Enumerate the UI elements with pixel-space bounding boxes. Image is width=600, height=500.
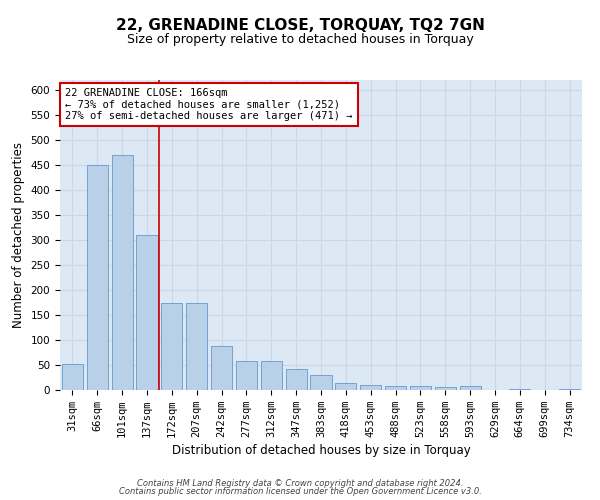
Bar	[559, 388, 580, 390]
Bar	[335, 382, 356, 390]
Text: Size of property relative to detached houses in Torquay: Size of property relative to detached ho…	[127, 32, 473, 46]
Bar	[136, 235, 158, 390]
Bar	[410, 386, 431, 390]
Bar	[310, 375, 332, 390]
Bar	[261, 361, 282, 390]
Text: 22, GRENADINE CLOSE, TORQUAY, TQ2 7GN: 22, GRENADINE CLOSE, TORQUAY, TQ2 7GN	[116, 18, 484, 32]
Bar	[186, 302, 207, 390]
Bar	[286, 369, 307, 390]
Bar	[87, 165, 108, 390]
Bar	[385, 386, 406, 390]
Bar	[161, 302, 182, 390]
Y-axis label: Number of detached properties: Number of detached properties	[12, 142, 25, 328]
Bar	[112, 155, 133, 390]
Bar	[360, 385, 381, 390]
Bar	[211, 346, 232, 390]
X-axis label: Distribution of detached houses by size in Torquay: Distribution of detached houses by size …	[172, 444, 470, 457]
Bar	[236, 361, 257, 390]
Bar	[62, 364, 83, 390]
Text: 22 GRENADINE CLOSE: 166sqm
← 73% of detached houses are smaller (1,252)
27% of s: 22 GRENADINE CLOSE: 166sqm ← 73% of deta…	[65, 88, 353, 121]
Text: Contains public sector information licensed under the Open Government Licence v3: Contains public sector information licen…	[119, 487, 481, 496]
Bar	[460, 386, 481, 390]
Bar	[509, 388, 530, 390]
Bar	[435, 386, 456, 390]
Text: Contains HM Land Registry data © Crown copyright and database right 2024.: Contains HM Land Registry data © Crown c…	[137, 478, 463, 488]
